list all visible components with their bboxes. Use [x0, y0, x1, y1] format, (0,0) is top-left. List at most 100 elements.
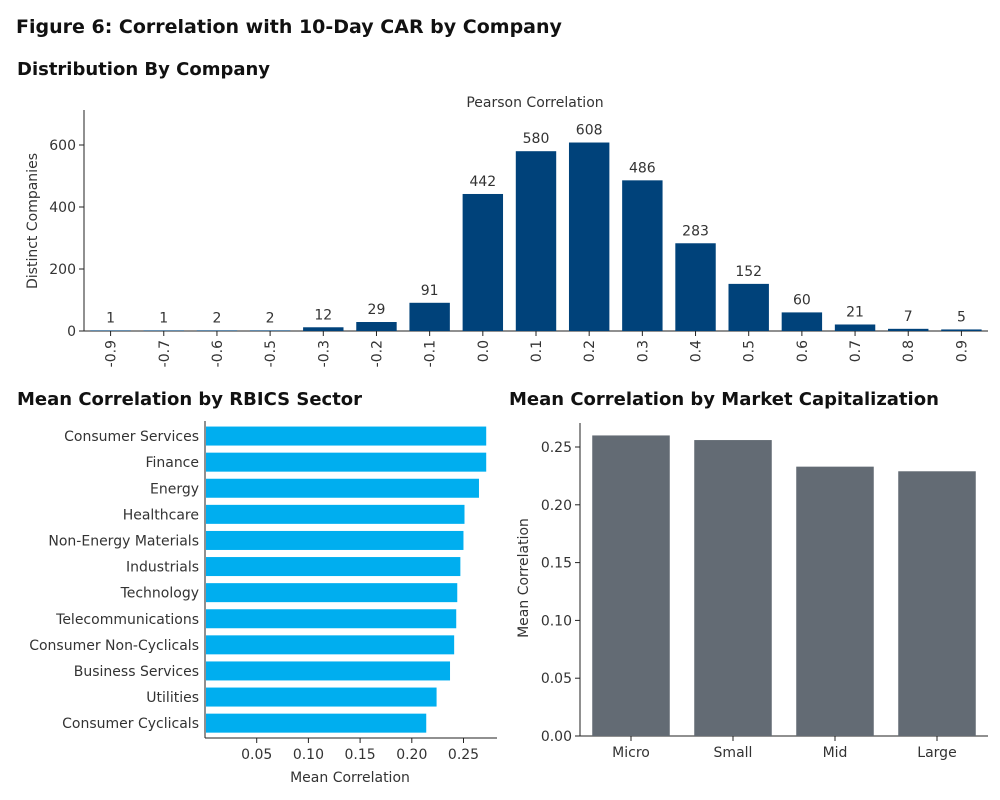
sector-bar [206, 635, 455, 655]
sector-category-label: Healthcare [123, 507, 199, 523]
histogram-x-tick-label: 0.6 [795, 340, 811, 362]
histogram-x-tick-label: 0.0 [476, 340, 492, 362]
histogram-data-label: 283 [682, 223, 709, 239]
histogram-x-tick-label: 0.5 [742, 340, 758, 362]
histogram-bar [196, 330, 238, 331]
histogram-bar [728, 283, 769, 331]
histogram-bar [249, 330, 291, 331]
histogram-x-tick-label: 0.4 [689, 340, 705, 362]
histogram-x-tick-label: -0.5 [263, 340, 279, 367]
sector-bar [206, 687, 437, 707]
mcap-bar [592, 435, 670, 736]
histogram-bar [568, 142, 610, 331]
sector-bar [206, 452, 487, 472]
sector-category-label: Consumer Cyclicals [62, 716, 199, 732]
histogram-bar [90, 330, 131, 331]
mcap-category-label: Micro [612, 745, 650, 761]
histogram-x-tick-label: 0.1 [529, 340, 545, 362]
mcap-y-tick-label: 0.25 [541, 440, 572, 456]
sector-bar [206, 478, 479, 498]
histogram-y-tick-label: 600 [49, 138, 76, 154]
histogram-bar [622, 180, 663, 331]
sector-category-label: Telecommunications [55, 612, 199, 628]
mcap-bar [694, 440, 772, 736]
histogram-data-label: 1 [159, 310, 168, 326]
histogram-x-tick-label: -0.7 [157, 340, 173, 367]
mcap-category-label: Small [714, 745, 753, 761]
sector-bar [206, 609, 457, 629]
sector-bar [206, 661, 451, 681]
histogram-bar [834, 324, 876, 331]
histogram-y-tick-label: 0 [67, 324, 76, 340]
sector-category-label: Finance [145, 455, 199, 471]
histogram-data-label: 2 [266, 310, 275, 326]
histogram-title: Pearson Correlation [466, 95, 603, 111]
mcap-y-tick-label: 0.05 [541, 671, 572, 687]
sector-x-tick-label: 0.25 [448, 747, 479, 763]
histogram-data-label: 91 [421, 283, 439, 299]
sector-x-tick-label: 0.15 [345, 747, 376, 763]
mcap-category-label: Mid [823, 745, 848, 761]
histogram-bar [143, 330, 184, 331]
histogram-y-label: Distinct Companies [25, 153, 41, 289]
histogram-bar [462, 193, 504, 331]
histogram-x-tick-label: -0.6 [210, 340, 226, 367]
histogram-x-tick-label: 0.9 [954, 340, 970, 362]
sector-category-label: Utilities [146, 690, 199, 706]
histogram-y-tick-label: 200 [49, 262, 76, 278]
sector-bar [206, 713, 427, 733]
sector-category-label: Technology [120, 586, 199, 602]
histogram-bar [303, 327, 344, 331]
histogram-data-label: 1 [106, 310, 115, 326]
sector-category-label: Energy [150, 481, 199, 497]
histogram-bar [515, 151, 557, 331]
histogram-data-label: 5 [957, 309, 966, 325]
histogram-bar [941, 329, 982, 331]
histogram-section-title: Distribution By Company [17, 59, 271, 80]
histogram-x-tick-label: 0.7 [848, 340, 864, 362]
sector-bar [206, 530, 464, 550]
histogram-data-label: 7 [904, 309, 913, 325]
histogram-data-label: 21 [846, 304, 864, 320]
histogram-bar [781, 312, 823, 331]
histogram-data-label: 486 [629, 160, 656, 176]
histogram-bar [888, 328, 929, 331]
histogram-x-tick-label: -0.9 [104, 340, 120, 367]
histogram-x-tick-label: 0.2 [582, 340, 598, 362]
sector-category-label: Non-Energy Materials [48, 533, 199, 549]
sector-x-tick-label: 0.20 [396, 747, 427, 763]
sector-category-label: Industrials [126, 560, 199, 576]
mcap-y-tick-label: 0.15 [541, 556, 572, 572]
sector-category-label: Consumer Non-Cyclicals [29, 638, 199, 654]
histogram-data-label: 152 [735, 264, 762, 280]
histogram-data-label: 442 [469, 174, 496, 190]
mcap-y-label: Mean Correlation [516, 518, 532, 638]
mcap-y-tick-label: 0.20 [541, 498, 572, 514]
sector-category-label: Business Services [74, 664, 199, 680]
histogram-data-label: 12 [314, 307, 332, 323]
histogram-data-label: 60 [793, 292, 811, 308]
histogram-data-label: 608 [576, 123, 603, 139]
mcap-y-tick-label: 0.10 [541, 613, 572, 629]
histogram-y-tick-label: 400 [49, 200, 76, 216]
sector-x-label: Mean Correlation [290, 770, 410, 786]
histogram-x-tick-label: -0.3 [316, 340, 332, 367]
mcap-category-label: Large [917, 745, 956, 761]
histogram-bar [356, 322, 397, 331]
sector-x-tick-label: 0.05 [241, 747, 272, 763]
mcap-bar [898, 471, 976, 736]
sector-chart-title: Mean Correlation by RBICS Sector [17, 389, 363, 410]
sector-bar [206, 504, 465, 524]
sector-category-label: Consumer Services [64, 429, 199, 445]
mcap-chart-title: Mean Correlation by Market Capitalizatio… [509, 389, 939, 410]
figure-title: Figure 6: Correlation with 10-Day CAR by… [16, 16, 562, 38]
mcap-bar [796, 466, 874, 736]
sector-bar [206, 583, 458, 603]
histogram-data-label: 29 [368, 302, 386, 318]
histogram-x-tick-label: 0.3 [635, 340, 651, 362]
histogram-data-label: 580 [523, 131, 550, 147]
histogram-bar [675, 243, 716, 331]
histogram-bar [409, 302, 450, 331]
sector-x-tick-label: 0.10 [293, 747, 324, 763]
